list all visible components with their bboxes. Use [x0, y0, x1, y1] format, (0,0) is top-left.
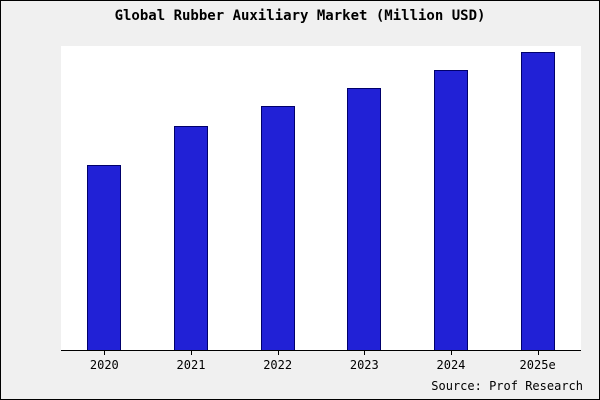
x-tick-mark	[104, 351, 106, 355]
x-tick-label-2022: 2022	[235, 351, 321, 372]
x-tick-label-2025e: 2025e	[495, 351, 581, 372]
bar-2022	[260, 105, 295, 350]
bar-series	[61, 46, 581, 350]
x-tick-label-2020: 2020	[61, 351, 147, 372]
x-tick-mark	[277, 351, 279, 355]
plot-area	[61, 46, 581, 351]
bar-2021	[173, 126, 208, 350]
x-tick-label-2021: 2021	[148, 351, 234, 372]
x-tick-mark	[364, 351, 366, 355]
x-tick-mark	[190, 351, 192, 355]
bar-2024	[433, 69, 468, 350]
x-axis-labels: 2020 2021 2022 2023 2024 2025e	[61, 351, 581, 372]
x-tick-label-2023: 2023	[321, 351, 407, 372]
source-attribution: Source: Prof Research	[431, 379, 583, 393]
bar-2020	[87, 165, 122, 350]
x-tick-label-2024: 2024	[408, 351, 494, 372]
bar-2025e	[520, 51, 555, 350]
bar-2023	[347, 87, 382, 350]
chart-title: Global Rubber Auxiliary Market (Million …	[114, 8, 486, 24]
x-tick-mark	[537, 351, 539, 355]
x-tick-mark	[450, 351, 452, 355]
